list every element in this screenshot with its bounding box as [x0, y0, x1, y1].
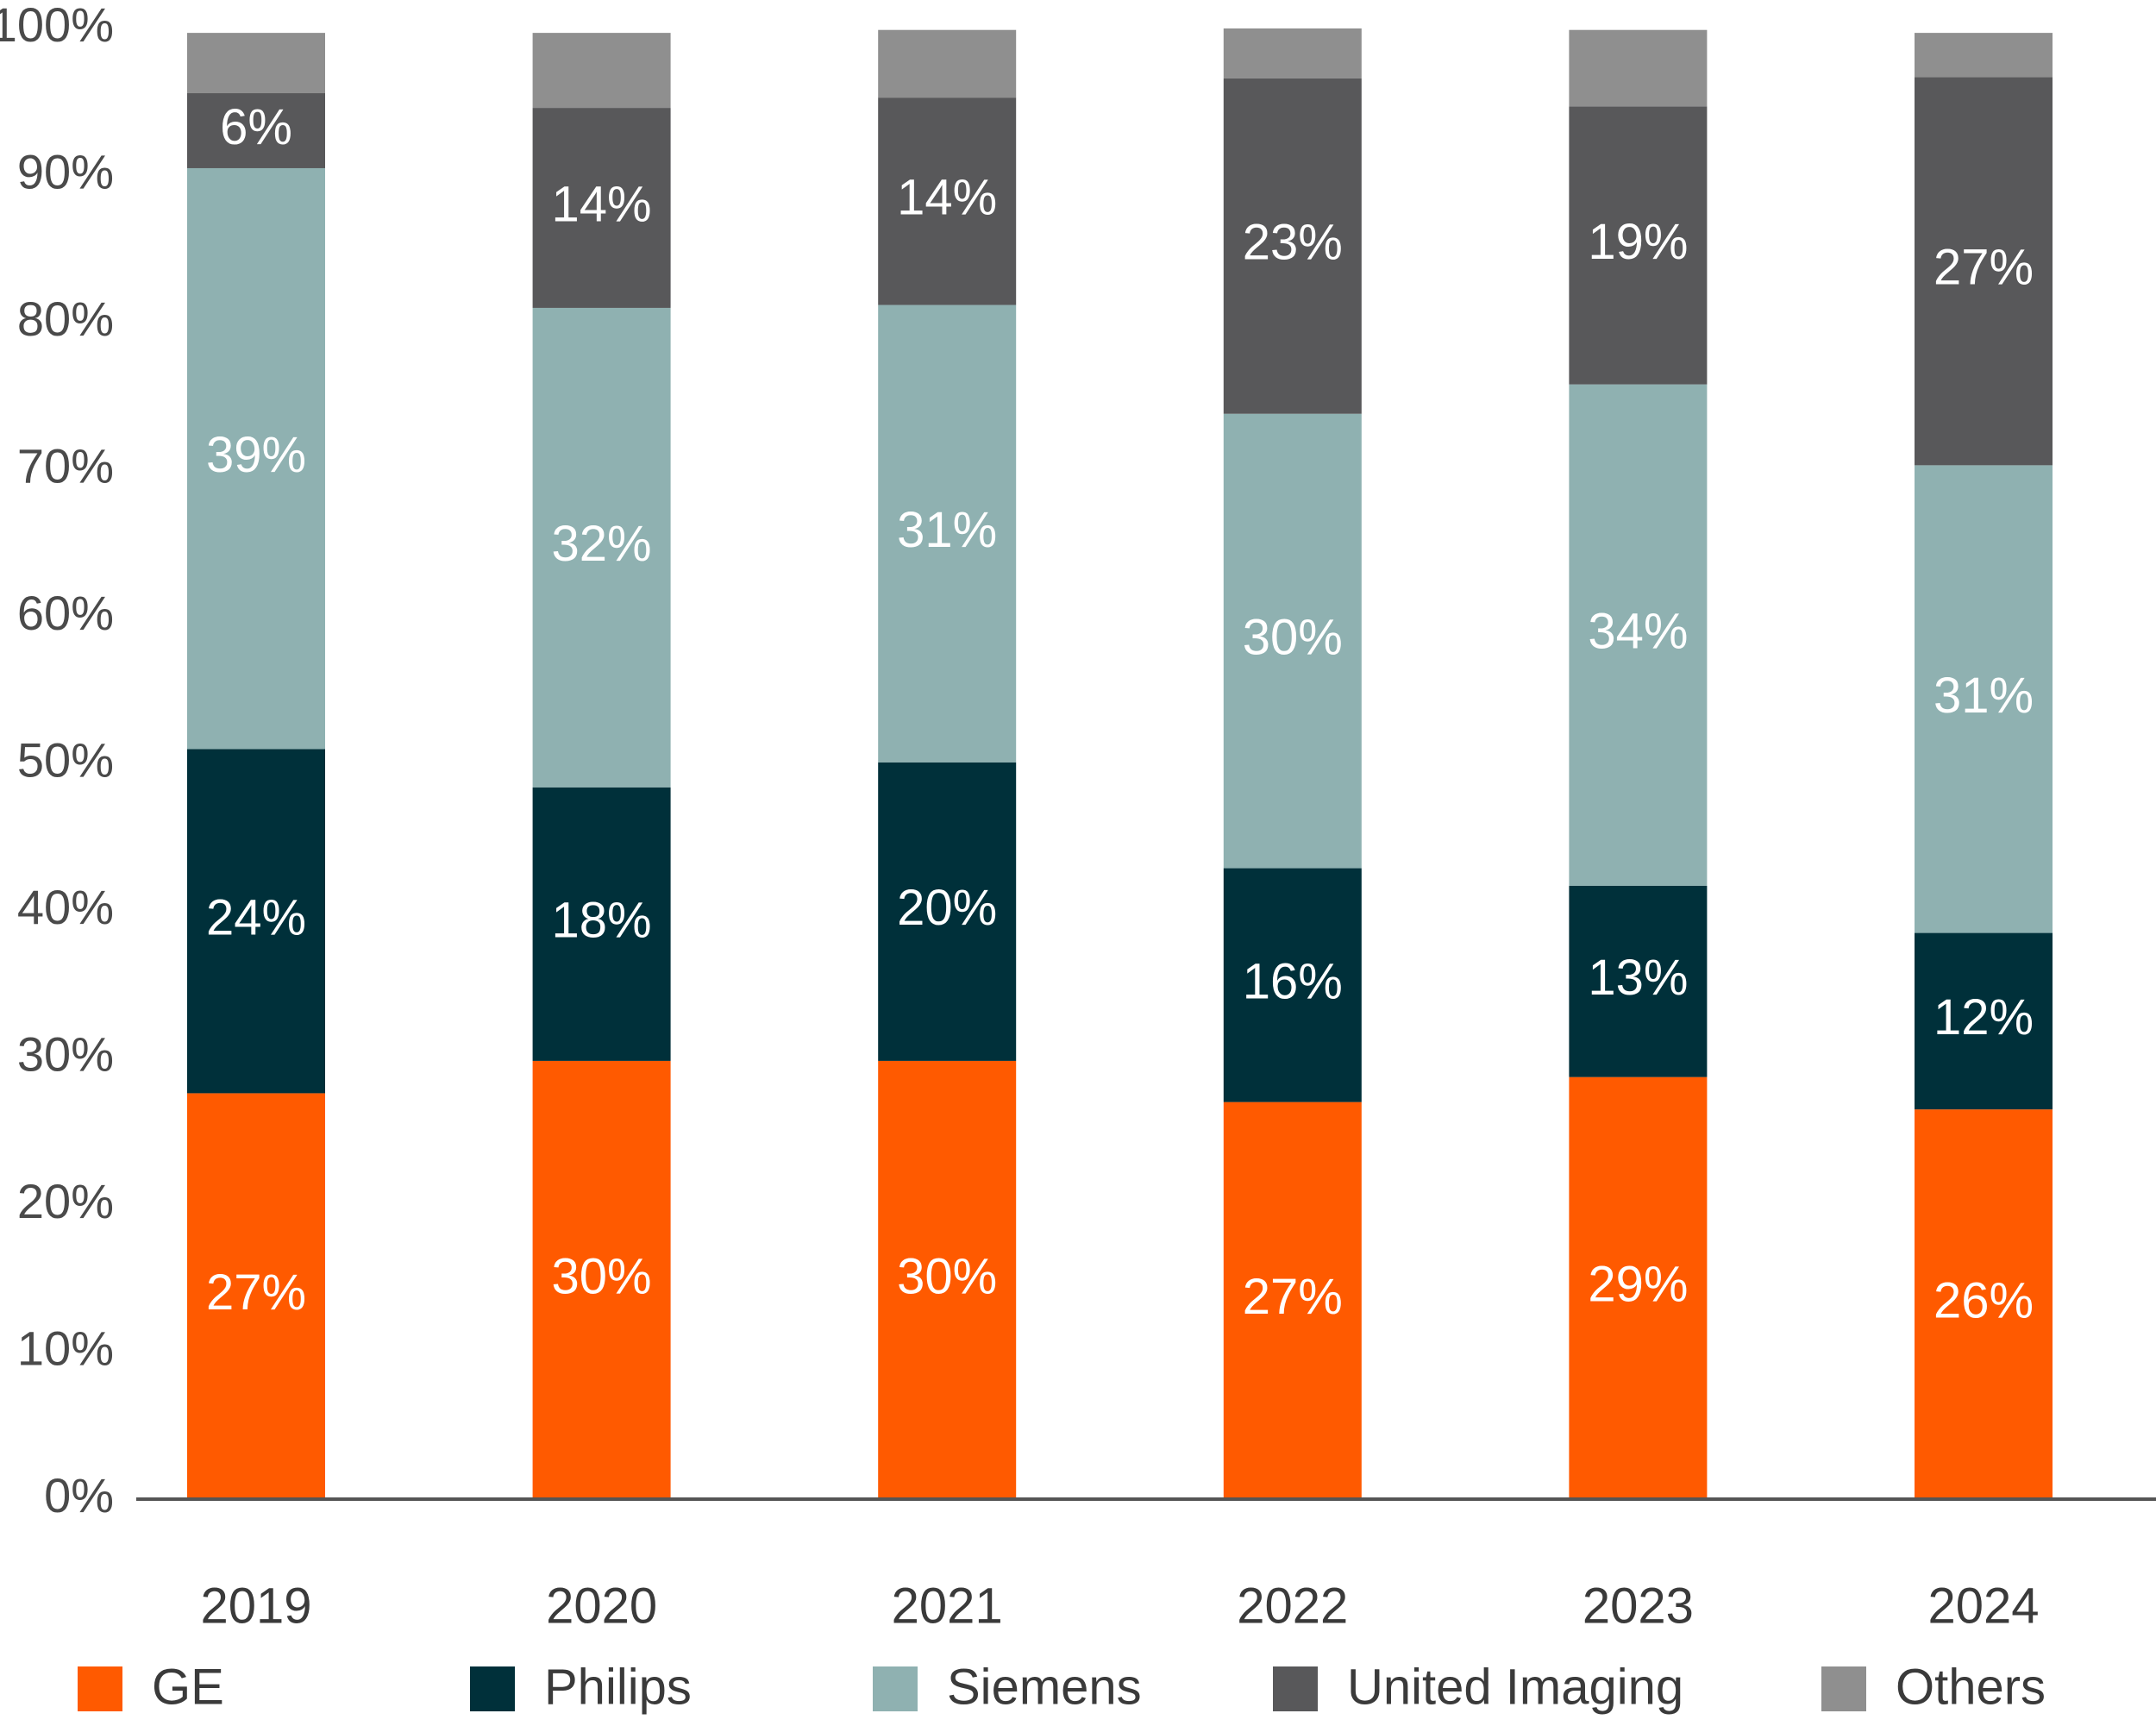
data-label-siemens-2021: 31% — [897, 502, 997, 558]
y-tick-label: 30% — [17, 1026, 114, 1081]
data-label-philips-2023: 13% — [1588, 950, 1688, 1006]
bar-segment-ge-2021 — [878, 1060, 1017, 1499]
data-labels: 27% 24% 39% 6% 30% 18% 32% 14% 30% 20% 31% 14% 27% 16… — [206, 99, 2034, 1329]
data-label-ge-2024: 26% — [1934, 1272, 2034, 1328]
data-label-siemens-2024: 31% — [1934, 668, 2034, 724]
bar-segment-siemens-2022 — [1223, 413, 1362, 869]
bar-segment-ge-2022 — [1223, 1102, 1362, 1499]
y-tick-label: 70% — [17, 438, 114, 493]
y-tick-label: 40% — [17, 880, 114, 934]
x-category-label: 2023 — [1583, 1578, 1694, 1634]
bar-segment-siemens-2020 — [532, 307, 671, 788]
data-label-ge-2021: 30% — [897, 1248, 997, 1304]
legend-item-united-imaging: United Imaging — [1273, 1659, 1683, 1715]
x-category-label: 2019 — [200, 1578, 311, 1634]
legend-item-ge: GE — [78, 1659, 224, 1715]
y-axis-ticks: 0% 10% 20% 30% 40% 50% 60% 70% 80% 90% 100% — [0, 0, 114, 1522]
y-tick-label: 100% — [0, 0, 114, 52]
x-category-label: 2021 — [892, 1578, 1003, 1634]
bar-segment-ge-2023 — [1569, 1076, 1708, 1499]
data-label-philips-2021: 20% — [897, 880, 997, 936]
bar-segment-philips-2020 — [532, 787, 671, 1061]
y-tick-label: 60% — [17, 586, 114, 640]
data-label-siemens-2019: 39% — [206, 427, 306, 483]
data-label-philips-2020: 18% — [552, 893, 652, 949]
y-tick-label: 20% — [17, 1174, 114, 1228]
bar-segment-philips-2021 — [878, 762, 1017, 1061]
legend-item-siemens: Siemens — [873, 1659, 1142, 1715]
bar-segment-others-2023 — [1569, 29, 1708, 107]
x-category-label: 2024 — [1927, 1578, 2039, 1634]
bar-segment-siemens-2024 — [1915, 465, 2053, 933]
y-tick-label: 10% — [17, 1321, 114, 1375]
data-label-siemens-2022: 30% — [1243, 609, 1343, 665]
data-label-united-imaging-2024: 27% — [1934, 240, 2034, 296]
bar-segment-others-2020 — [532, 33, 671, 109]
bar-segment-philips-2019 — [187, 749, 325, 1094]
data-label-ge-2020: 30% — [552, 1248, 652, 1304]
data-label-siemens-2020: 32% — [552, 516, 652, 572]
data-label-united-imaging-2019: 6% — [220, 99, 292, 155]
legend-label: Philips — [544, 1659, 692, 1715]
legend-label: GE — [152, 1659, 224, 1715]
y-tick-label: 0% — [44, 1468, 114, 1522]
data-label-ge-2023: 29% — [1588, 1257, 1688, 1313]
bar-segment-philips-2023 — [1569, 886, 1708, 1077]
bars — [187, 28, 2053, 1499]
bar-segment-siemens-2019 — [187, 167, 325, 750]
bar-segment-ge-2020 — [532, 1060, 671, 1499]
bar-segment-united-imaging-2024 — [1915, 77, 2053, 466]
data-label-ge-2022: 27% — [1243, 1269, 1343, 1325]
bar-segment-ge-2024 — [1915, 1109, 2053, 1499]
bar-segment-united-imaging-2019 — [187, 93, 325, 168]
bar-segment-others-2024 — [1915, 33, 2053, 78]
bar-segment-united-imaging-2022 — [1223, 78, 1362, 414]
bar-segment-siemens-2023 — [1569, 384, 1708, 887]
bar-segment-others-2022 — [1223, 28, 1362, 78]
legend-swatch — [470, 1666, 515, 1711]
data-label-united-imaging-2021: 14% — [897, 170, 997, 226]
legend-swatch — [1273, 1666, 1318, 1711]
x-axis-categories: 2019 2020 2021 2022 2023 2024 — [200, 1578, 2039, 1634]
bar-segment-philips-2024 — [1915, 932, 2053, 1110]
legend-label: Siemens — [947, 1659, 1142, 1715]
data-label-ge-2019: 27% — [206, 1265, 306, 1321]
legend-swatch — [1821, 1666, 1866, 1711]
data-label-united-imaging-2020: 14% — [552, 176, 652, 232]
bar-segment-united-imaging-2023 — [1569, 106, 1708, 385]
legend: GE Philips Siemens United Imaging Others — [78, 1659, 2046, 1715]
data-label-united-imaging-2022: 23% — [1243, 215, 1343, 271]
bar-segment-ge-2019 — [187, 1093, 325, 1499]
data-label-philips-2024: 12% — [1934, 989, 2034, 1045]
data-label-philips-2022: 16% — [1243, 953, 1343, 1009]
bar-segment-others-2019 — [187, 33, 325, 94]
bar-segment-siemens-2021 — [878, 304, 1017, 763]
x-category-label: 2020 — [546, 1578, 657, 1634]
data-label-united-imaging-2023: 19% — [1588, 214, 1688, 270]
legend-item-others: Others — [1821, 1659, 2046, 1715]
bar-segment-philips-2022 — [1223, 868, 1362, 1102]
bar-segment-others-2021 — [878, 29, 1017, 98]
data-label-philips-2019: 24% — [206, 889, 306, 945]
bar-segment-united-imaging-2021 — [878, 97, 1017, 305]
y-tick-label: 80% — [17, 292, 114, 346]
y-tick-label: 50% — [17, 732, 114, 787]
y-tick-label: 90% — [17, 144, 114, 198]
x-category-label: 2022 — [1237, 1578, 1348, 1634]
legend-label: Others — [1896, 1659, 2046, 1715]
legend-swatch — [873, 1666, 918, 1711]
legend-label: United Imaging — [1347, 1659, 1683, 1715]
bar-segment-united-imaging-2020 — [532, 108, 671, 308]
legend-item-philips: Philips — [470, 1659, 692, 1715]
legend-swatch — [78, 1666, 122, 1711]
data-label-siemens-2023: 34% — [1588, 604, 1688, 660]
